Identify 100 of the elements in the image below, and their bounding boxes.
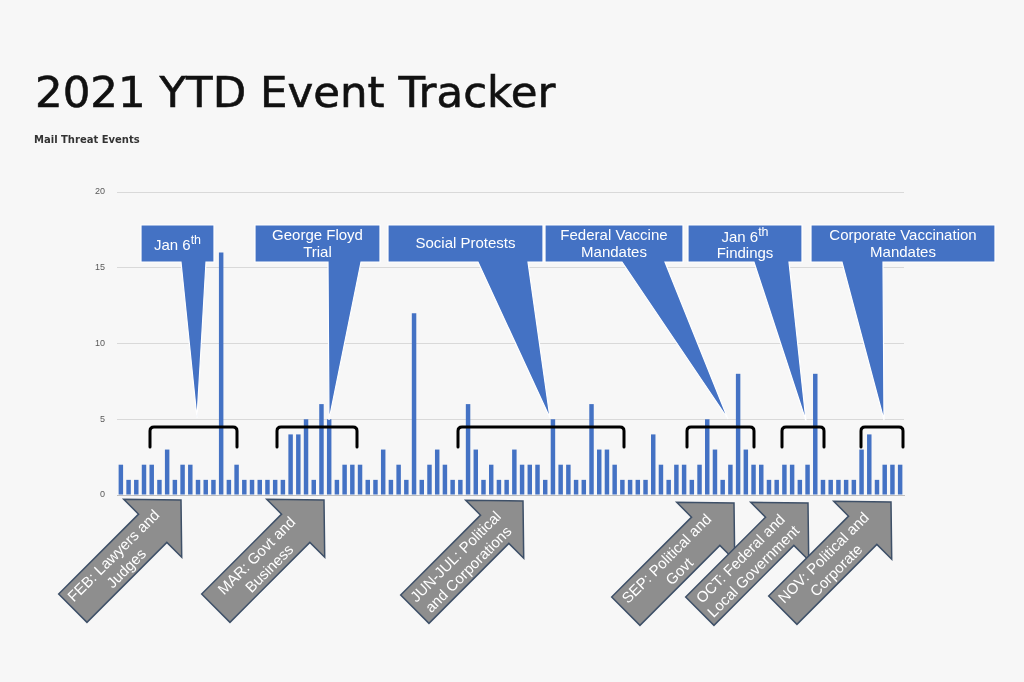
bar — [242, 479, 247, 495]
bar — [890, 464, 895, 495]
bar — [643, 479, 648, 495]
bar — [728, 464, 733, 495]
bar — [357, 464, 363, 495]
bar — [712, 449, 718, 495]
bar — [820, 479, 826, 495]
bar — [226, 479, 232, 495]
bar — [759, 464, 764, 495]
bar — [635, 479, 641, 495]
bar — [681, 464, 687, 495]
annotation: George Floyd Trial — [271, 226, 364, 260]
bar — [334, 479, 340, 495]
bar — [604, 449, 610, 495]
bar — [280, 479, 286, 495]
bar — [651, 434, 656, 495]
bar — [774, 479, 779, 495]
bar — [843, 479, 849, 495]
bar — [512, 449, 517, 495]
bar — [164, 449, 170, 495]
bar — [720, 479, 725, 495]
bar — [836, 479, 841, 495]
bar — [411, 313, 417, 495]
bar — [342, 464, 347, 495]
bar — [897, 464, 903, 495]
bar — [813, 373, 818, 495]
bar — [141, 464, 147, 495]
bar — [172, 479, 178, 495]
bar — [666, 479, 671, 495]
annotation: Jan 6$^{th}$ — [153, 232, 202, 254]
bar — [496, 479, 502, 495]
bar — [874, 479, 880, 495]
bar — [434, 449, 440, 495]
bar — [404, 479, 409, 495]
bar — [311, 479, 316, 495]
bar — [319, 404, 324, 495]
bar — [373, 479, 378, 495]
bar — [365, 479, 370, 495]
bar — [573, 479, 579, 495]
bar — [272, 479, 278, 495]
bar — [195, 479, 201, 495]
bar — [581, 479, 587, 495]
bar — [519, 464, 525, 495]
bar — [473, 449, 479, 495]
bar — [566, 464, 571, 495]
bar — [157, 479, 162, 495]
bar — [859, 449, 864, 495]
bar — [118, 464, 124, 495]
bar — [627, 479, 633, 495]
bar — [126, 479, 131, 495]
y-tick-label: 15 — [94, 262, 105, 273]
chart-title: 2021 YTD Event Tracker — [35, 67, 556, 117]
bar — [882, 464, 887, 495]
bar — [442, 464, 448, 495]
bar — [504, 479, 509, 495]
bar — [658, 464, 664, 495]
bar — [851, 479, 857, 495]
bar — [766, 479, 772, 495]
bar — [458, 479, 463, 495]
y-tick-label: 20 — [94, 186, 105, 197]
annotation: Corporate Vaccination Mandates — [828, 226, 978, 260]
bar — [488, 464, 494, 495]
bar — [797, 479, 803, 495]
annotation: Social Protests — [415, 234, 516, 252]
bar — [481, 479, 486, 495]
bar — [612, 464, 617, 495]
y-tick-label: 0 — [99, 489, 105, 500]
bar — [697, 464, 702, 495]
bar — [188, 464, 193, 495]
bar — [249, 479, 255, 495]
bar — [380, 449, 386, 495]
bar — [350, 464, 355, 495]
bar — [234, 464, 239, 495]
bar — [558, 464, 563, 495]
bar — [396, 464, 401, 495]
bar — [743, 449, 749, 495]
bar — [265, 479, 270, 495]
bar — [257, 479, 262, 495]
annotation: Jan 6$^{th}$ Findings — [715, 224, 775, 262]
y-tick-label: 5 — [99, 413, 105, 424]
bar — [689, 479, 695, 495]
bar — [542, 479, 548, 495]
bar — [527, 464, 533, 495]
bar — [589, 404, 594, 495]
bar — [419, 479, 425, 495]
y-tick-label: 10 — [94, 337, 105, 348]
bar — [134, 479, 139, 495]
bar — [620, 479, 625, 495]
bar — [535, 464, 540, 495]
bar — [789, 464, 795, 495]
bar — [782, 464, 787, 495]
bar — [596, 449, 602, 495]
annotation: Federal Vaccine Mandates — [559, 226, 669, 260]
bar — [805, 464, 810, 495]
bar — [427, 464, 432, 495]
bar — [751, 464, 756, 495]
bar — [388, 479, 394, 495]
bar — [180, 464, 185, 495]
bar — [296, 434, 301, 495]
bar — [288, 434, 293, 495]
